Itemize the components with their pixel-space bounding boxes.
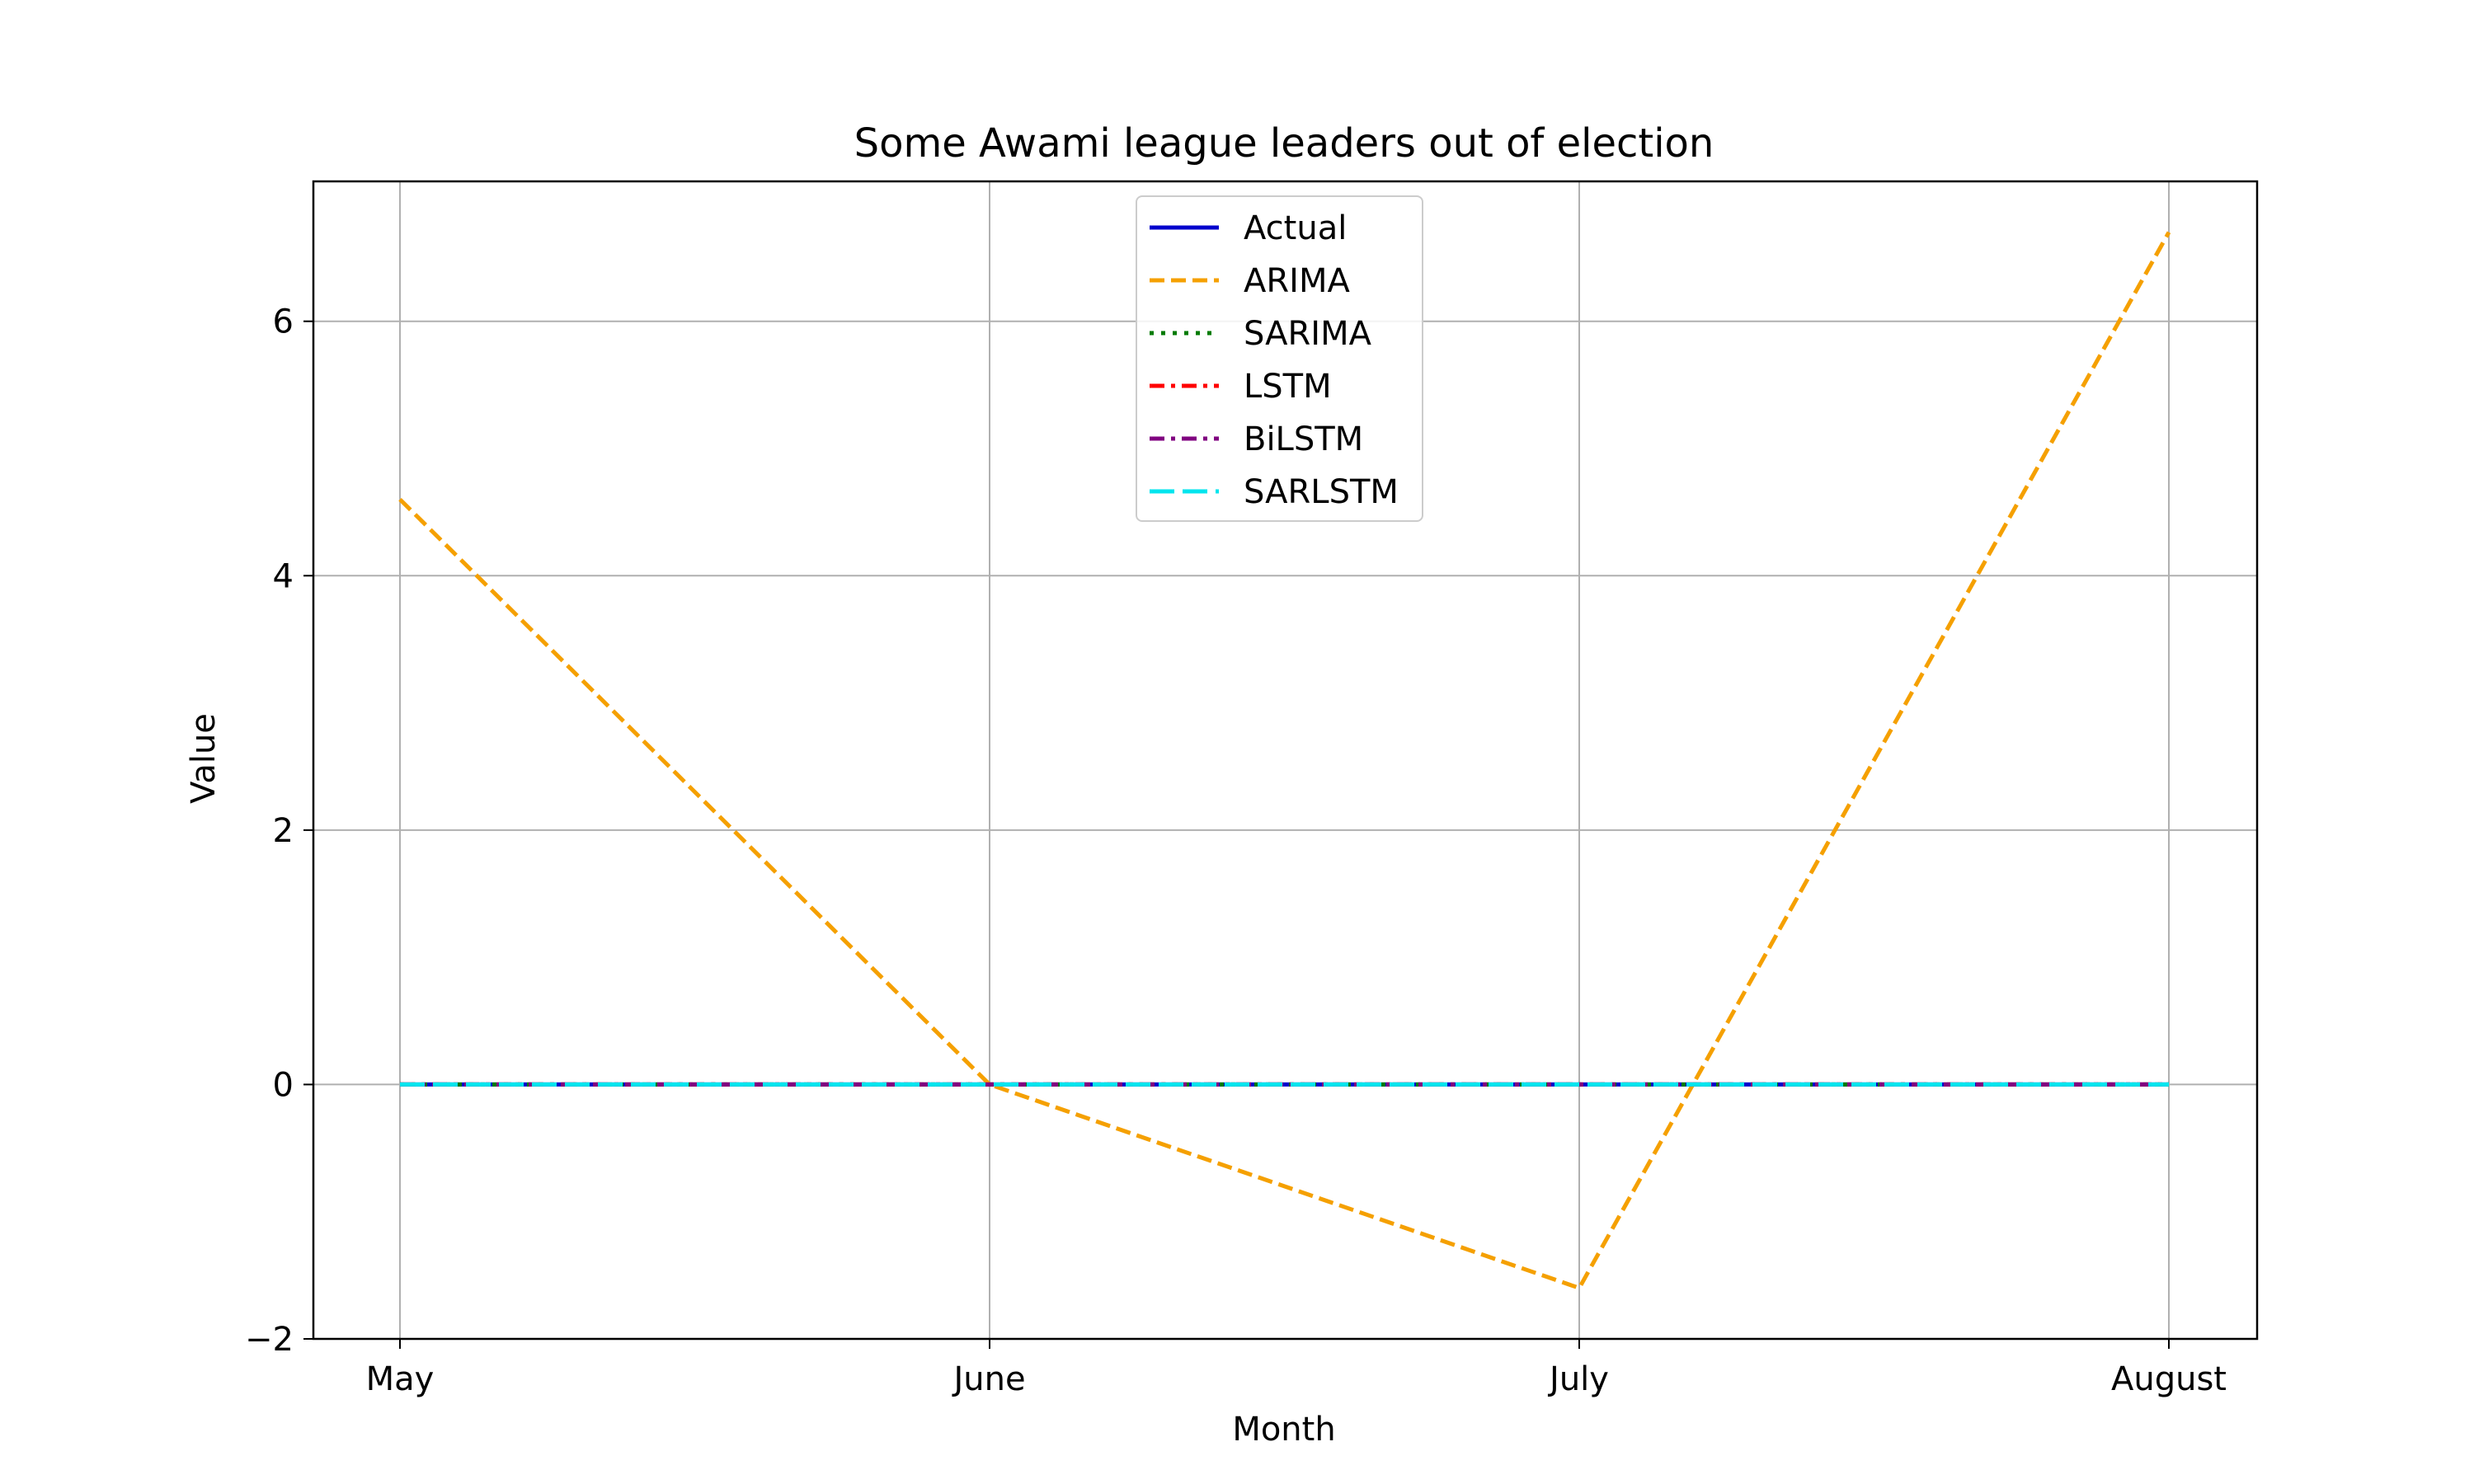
y-tick-label: 2 [273,812,294,850]
x-axis-label: Month [1232,1411,1335,1449]
plot-frame [312,180,2259,1341]
x-axis-ticks: May June July August [366,1339,2227,1398]
legend-label-sarlstm: SARLSTM [1244,473,1399,511]
legend-label-sarima: SARIMA [1244,315,1372,353]
legend-label-bilstm: BiLSTM [1244,420,1363,458]
x-tick-label: June [951,1360,1025,1398]
y-axis-label: Value [185,713,223,804]
series-line-arima [398,231,2171,1290]
legend-box [1136,195,1423,522]
x-tick-label: August [2111,1360,2227,1398]
x-tick-label: July [1547,1360,1609,1398]
y-tick-label: 6 [273,303,294,341]
series-lines [398,231,2171,1290]
legend-label-actual: Actual [1244,209,1347,247]
y-tick-label: 0 [273,1066,294,1104]
chart-title: Some Awami league leaders out of electio… [854,120,1714,167]
x-tick-label: May [366,1360,435,1398]
legend-label-arima: ARIMA [1244,262,1350,300]
y-tick-label: 4 [273,557,294,595]
legend: Actual ARIMA SARIMA LSTM BiLSTM SARLSTM [1136,195,1423,522]
legend-label-lstm: LSTM [1244,368,1332,406]
y-axis-ticks: −2 0 2 4 6 [245,303,313,1359]
y-tick-label: −2 [245,1321,294,1359]
